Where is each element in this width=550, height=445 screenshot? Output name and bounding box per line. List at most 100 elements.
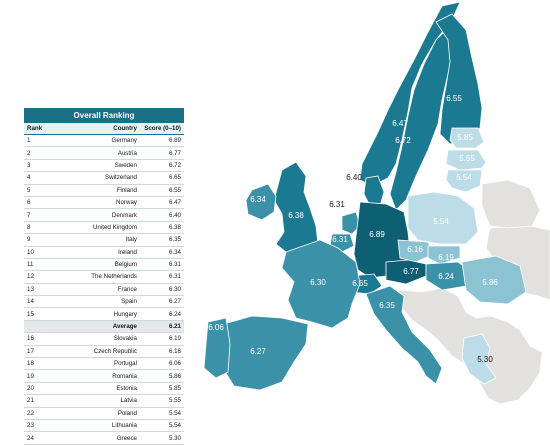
label-ireland: 6.34: [250, 195, 266, 204]
table-row: 6 Norway 6.47: [24, 196, 184, 210]
rank-header: Rank: [24, 123, 56, 135]
table-row: 8 United Kingdom 6.38: [24, 221, 184, 235]
cell-rank: 15: [24, 307, 56, 321]
cell-country: Romania: [56, 369, 140, 383]
cell-rank: 23: [24, 419, 56, 433]
cell-rank: 18: [24, 357, 56, 371]
table-row: 5 Finland 6.55: [24, 184, 184, 197]
table-row: 7 Denmark 6.40: [24, 208, 184, 222]
cell-country: Italy: [56, 233, 140, 247]
cell-score: 6.27: [140, 295, 184, 309]
table-row: 9 Italy 6.35: [24, 233, 184, 247]
country-slovakia: [427, 245, 461, 265]
cell-country: Poland: [56, 407, 140, 421]
country-ireland: [245, 183, 277, 221]
cell-score: 6.77: [140, 146, 184, 160]
label-estonia: 5.85: [457, 133, 473, 142]
country-romania: [461, 255, 527, 305]
cell-score: 5.85: [140, 382, 184, 396]
country-estonia: [449, 127, 485, 149]
country-the-netherlands: [341, 211, 361, 235]
label-switzerland: 6.65: [352, 279, 368, 288]
country-lithuania: [445, 169, 483, 193]
cell-rank: 14: [24, 295, 56, 309]
cell-country: Germany: [56, 134, 140, 148]
cell-rank: 1: [24, 134, 56, 148]
label-italy: 6.35: [379, 301, 395, 310]
cell-rank: 8: [24, 221, 56, 235]
label-spain: 6.27: [250, 347, 266, 356]
cell-score: 6.72: [140, 159, 184, 173]
country-czech-republic: [397, 239, 435, 263]
label-poland: 5.54: [433, 217, 449, 226]
cell-score: 5.86: [140, 369, 184, 383]
average-row: Average 6.21: [24, 320, 184, 334]
label-slovakia: 6.19: [438, 253, 454, 262]
cell-score: 6.16: [140, 345, 184, 359]
table-row: 11 Belgium 6.31: [24, 258, 184, 272]
cell-country: Greece: [56, 431, 140, 445]
cell-country: France: [56, 283, 140, 297]
cell-country: Sweden: [56, 159, 140, 173]
cell-score: 5.55: [140, 394, 184, 408]
cell-rank: 11: [24, 258, 56, 272]
label-latvia: 5.55: [459, 154, 475, 163]
country-italy: [365, 285, 443, 385]
cell-rank: 19: [24, 369, 56, 383]
cell-country: Lithuania: [56, 419, 140, 433]
country-spain: [223, 315, 309, 391]
label-greece: 5.30: [477, 355, 493, 364]
label-the-netherlands: 6.31: [329, 200, 345, 209]
table-row: 19 Romania 5.86: [24, 369, 184, 383]
country-header: Country: [56, 123, 140, 135]
cell-rank: 2: [24, 146, 56, 160]
country-united-kingdom: [273, 161, 319, 253]
country-latvia: [445, 149, 487, 171]
table-row: 1 Germany 6.89: [24, 134, 184, 148]
score-labels: 6.47 6.72 6.55 5.85 5.55 5.54 6.40 6.38 …: [208, 94, 498, 364]
label-hungary: 6.24: [438, 272, 454, 281]
cell-score: 6.24: [140, 307, 184, 321]
label-norway: 6.47: [392, 119, 408, 128]
table-row: 4 Switzerland 6.65: [24, 171, 184, 185]
table-row: 24 Greece 5.30: [24, 431, 184, 445]
cell-rank: 24: [24, 431, 56, 445]
country-portugal: [203, 317, 231, 379]
cell-score: 6.38: [140, 221, 184, 235]
cell-country: Norway: [56, 196, 140, 210]
cell-country: Ireland: [56, 246, 140, 259]
cell-country: United Kingdom: [56, 221, 140, 235]
cell-score: 6.40: [140, 208, 184, 222]
table-row: 3 Sweden 6.72: [24, 159, 184, 173]
cell-rank: 4: [24, 171, 56, 185]
label-romania: 5.86: [482, 278, 498, 287]
cell-score: 6.31: [140, 258, 184, 272]
table-row: 14 Spain 6.27: [24, 295, 184, 309]
cell-rank: 17: [24, 345, 56, 359]
label-belgium: 6.31: [332, 235, 348, 244]
cell-score: 6.65: [140, 171, 184, 185]
cell-score: 6.21: [140, 320, 184, 334]
cell-country: Portugal: [56, 357, 140, 371]
country-france: [281, 239, 361, 329]
table-row: 21 Latvia 5.55: [24, 394, 184, 408]
label-france: 6.30: [310, 278, 326, 287]
cell-score: 6.06: [140, 357, 184, 371]
label-united-kingdom: 6.38: [288, 211, 304, 220]
cell-rank: 10: [24, 246, 56, 259]
table-row: 15 Hungary 6.24: [24, 307, 184, 321]
cell-rank: 12: [24, 270, 56, 284]
label-germany: 6.89: [369, 230, 385, 239]
unranked-belarus: [481, 179, 541, 229]
table-row: 20 Estonia 5.85: [24, 382, 184, 396]
label-portugal: 6.06: [208, 323, 224, 332]
cell-score: 5.54: [140, 407, 184, 421]
cell-rank: 16: [24, 332, 56, 346]
cell-score: 6.30: [140, 283, 184, 297]
cell-country: Average: [56, 320, 140, 334]
cell-country: Slovakia: [56, 332, 140, 346]
cell-rank: 5: [24, 184, 56, 197]
country-poland: [407, 191, 479, 245]
overall-ranking-table: Overall Ranking Rank Country Score (0–10…: [24, 108, 184, 445]
label-lithuania: 5.54: [456, 173, 472, 182]
